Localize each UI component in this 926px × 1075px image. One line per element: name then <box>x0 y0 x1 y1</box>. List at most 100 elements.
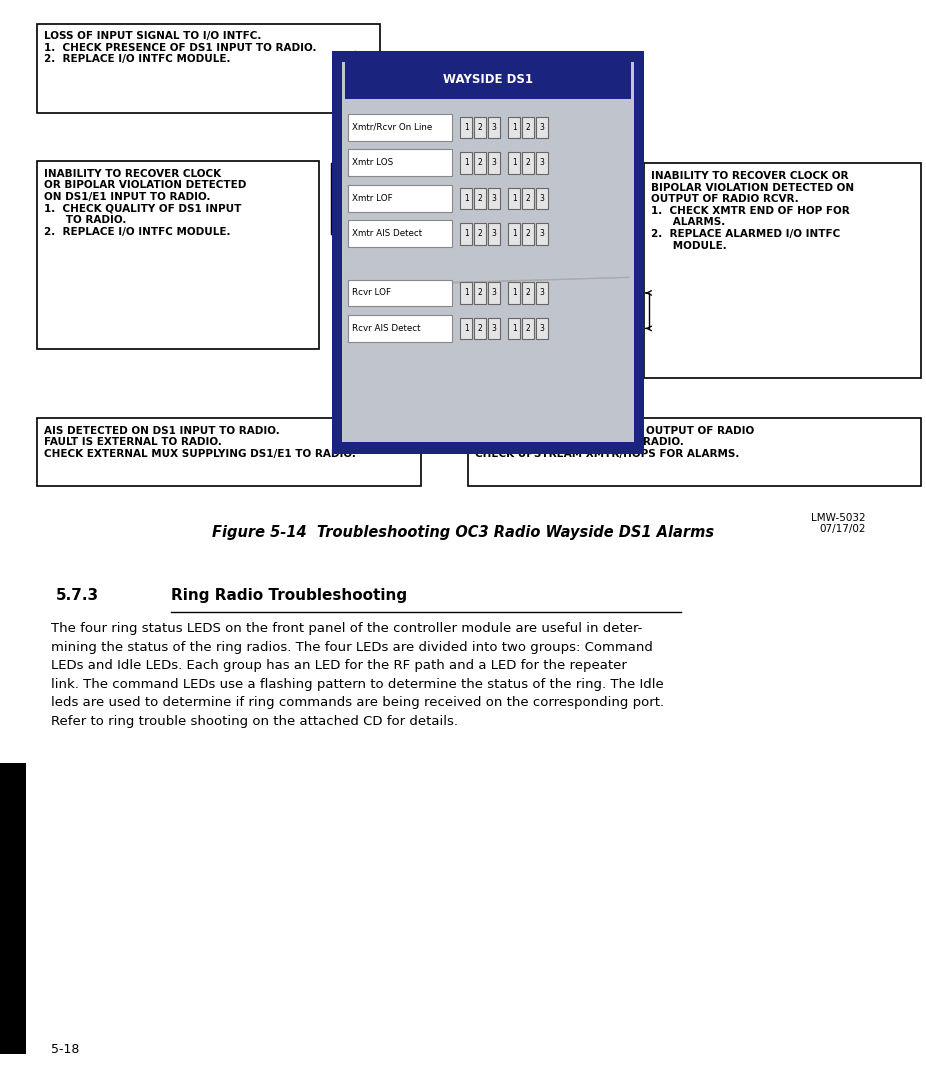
Text: 3: 3 <box>540 194 544 203</box>
Text: 3: 3 <box>540 158 544 168</box>
FancyBboxPatch shape <box>522 117 534 139</box>
Text: Ring Radio Troubleshooting: Ring Radio Troubleshooting <box>171 588 407 603</box>
FancyBboxPatch shape <box>474 224 486 245</box>
FancyBboxPatch shape <box>536 188 548 210</box>
FancyBboxPatch shape <box>488 117 500 139</box>
FancyBboxPatch shape <box>474 283 486 304</box>
Text: 2: 2 <box>526 229 531 239</box>
Text: 3: 3 <box>540 229 544 239</box>
Text: 1: 1 <box>464 288 469 298</box>
FancyBboxPatch shape <box>345 62 631 99</box>
Text: 1: 1 <box>512 123 517 132</box>
Text: 1: 1 <box>464 194 469 203</box>
Text: 3: 3 <box>492 229 496 239</box>
Text: 2: 2 <box>526 288 531 298</box>
Text: 3: 3 <box>492 123 496 132</box>
Text: 3: 3 <box>540 123 544 132</box>
Text: 2: 2 <box>478 324 482 333</box>
FancyBboxPatch shape <box>460 224 472 245</box>
Text: 2: 2 <box>526 123 531 132</box>
FancyBboxPatch shape <box>460 117 472 139</box>
Text: 1: 1 <box>512 324 517 333</box>
FancyBboxPatch shape <box>348 220 452 247</box>
FancyBboxPatch shape <box>468 418 921 486</box>
FancyBboxPatch shape <box>460 188 472 210</box>
Text: Rcvr AIS Detect: Rcvr AIS Detect <box>352 324 420 333</box>
FancyBboxPatch shape <box>508 188 520 210</box>
FancyBboxPatch shape <box>474 318 486 340</box>
Text: Rcvr LOF: Rcvr LOF <box>352 288 391 298</box>
FancyBboxPatch shape <box>508 318 520 340</box>
Text: 3: 3 <box>492 324 496 333</box>
Text: AIS HAS BEEN DETECTED ON OUTPUT OF RADIO
RCVR. FAULT IS NOT IN THIS RADIO.
CHECK: AIS HAS BEEN DETECTED ON OUTPUT OF RADIO… <box>475 426 755 459</box>
FancyBboxPatch shape <box>508 224 520 245</box>
FancyBboxPatch shape <box>348 149 452 176</box>
Text: 2: 2 <box>526 324 531 333</box>
Text: WAYSIDE DS1: WAYSIDE DS1 <box>443 73 533 86</box>
Text: 2: 2 <box>478 123 482 132</box>
Text: 3: 3 <box>492 288 496 298</box>
FancyBboxPatch shape <box>474 153 486 174</box>
Text: 5-18: 5-18 <box>51 1043 80 1056</box>
FancyBboxPatch shape <box>348 280 452 306</box>
FancyBboxPatch shape <box>644 163 921 378</box>
FancyBboxPatch shape <box>536 283 548 304</box>
Text: Xmtr AIS Detect: Xmtr AIS Detect <box>352 229 422 239</box>
Text: LMW-5032
07/17/02: LMW-5032 07/17/02 <box>811 513 866 534</box>
FancyBboxPatch shape <box>488 153 500 174</box>
Text: 1: 1 <box>512 194 517 203</box>
Text: 3: 3 <box>492 194 496 203</box>
FancyBboxPatch shape <box>348 185 452 212</box>
Text: 2: 2 <box>478 288 482 298</box>
Text: 2: 2 <box>526 194 531 203</box>
FancyBboxPatch shape <box>536 117 548 139</box>
FancyBboxPatch shape <box>536 224 548 245</box>
FancyBboxPatch shape <box>348 114 452 141</box>
FancyBboxPatch shape <box>488 318 500 340</box>
Text: 2: 2 <box>526 158 531 168</box>
FancyBboxPatch shape <box>508 153 520 174</box>
Text: INABILITY TO RECOVER CLOCK OR
BIPOLAR VIOLATION DETECTED ON
OUTPUT OF RADIO RCVR: INABILITY TO RECOVER CLOCK OR BIPOLAR VI… <box>651 171 854 250</box>
FancyBboxPatch shape <box>0 763 26 1054</box>
Text: 1: 1 <box>512 288 517 298</box>
Text: 1: 1 <box>464 324 469 333</box>
FancyBboxPatch shape <box>522 153 534 174</box>
FancyBboxPatch shape <box>488 224 500 245</box>
FancyBboxPatch shape <box>508 117 520 139</box>
FancyBboxPatch shape <box>37 418 421 486</box>
FancyBboxPatch shape <box>522 188 534 210</box>
FancyBboxPatch shape <box>332 51 644 454</box>
Text: 1: 1 <box>512 158 517 168</box>
Text: 3: 3 <box>540 324 544 333</box>
Text: 2: 2 <box>478 194 482 203</box>
Text: AIS DETECTED ON DS1 INPUT TO RADIO.
FAULT IS EXTERNAL TO RADIO.
CHECK EXTERNAL M: AIS DETECTED ON DS1 INPUT TO RADIO. FAUL… <box>44 426 357 459</box>
FancyBboxPatch shape <box>460 283 472 304</box>
Text: Xmtr LOS: Xmtr LOS <box>352 158 394 168</box>
Text: 2: 2 <box>478 229 482 239</box>
Text: 1: 1 <box>464 123 469 132</box>
Text: 3: 3 <box>540 288 544 298</box>
FancyBboxPatch shape <box>37 161 319 349</box>
Text: 1: 1 <box>512 229 517 239</box>
FancyBboxPatch shape <box>474 188 486 210</box>
Text: The four ring status LEDS on the front panel of the controller module are useful: The four ring status LEDS on the front p… <box>51 622 664 728</box>
FancyBboxPatch shape <box>348 315 452 342</box>
FancyBboxPatch shape <box>536 318 548 340</box>
FancyBboxPatch shape <box>488 188 500 210</box>
FancyBboxPatch shape <box>460 318 472 340</box>
FancyBboxPatch shape <box>522 224 534 245</box>
FancyBboxPatch shape <box>536 153 548 174</box>
Text: Xmtr/Rcvr On Line: Xmtr/Rcvr On Line <box>352 123 432 132</box>
Text: 5.7.3: 5.7.3 <box>56 588 99 603</box>
Text: 1: 1 <box>464 158 469 168</box>
Text: Figure 5-14  Troubleshooting OC3 Radio Wayside DS1 Alarms: Figure 5-14 Troubleshooting OC3 Radio Wa… <box>212 525 714 540</box>
FancyBboxPatch shape <box>488 283 500 304</box>
FancyBboxPatch shape <box>342 62 634 442</box>
Text: 2: 2 <box>478 158 482 168</box>
FancyBboxPatch shape <box>460 153 472 174</box>
FancyBboxPatch shape <box>522 318 534 340</box>
FancyBboxPatch shape <box>522 283 534 304</box>
FancyBboxPatch shape <box>474 117 486 139</box>
Text: LOSS OF INPUT SIGNAL TO I/O INTFC.
1.  CHECK PRESENCE OF DS1 INPUT TO RADIO.
2. : LOSS OF INPUT SIGNAL TO I/O INTFC. 1. CH… <box>44 31 317 64</box>
FancyBboxPatch shape <box>508 283 520 304</box>
